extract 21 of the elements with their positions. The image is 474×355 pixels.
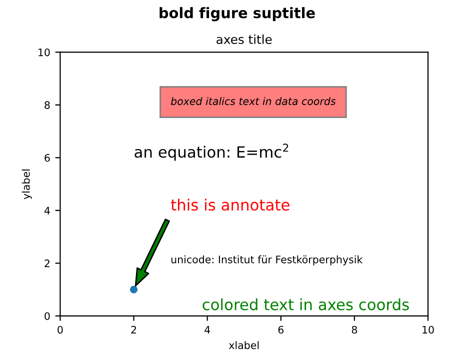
annotation: boxed italics text in data coords: [170, 97, 336, 106]
x-tick-label: 2: [131, 326, 136, 334]
annotation: unicode: Institut für Festkörperphysik: [171, 255, 363, 266]
x-tick-label: 6: [278, 326, 284, 334]
y-tick-label: 2: [44, 259, 50, 268]
chart-title: bold figure suptitle: [160, 7, 315, 22]
y-axis-title: ylabel: [22, 170, 32, 200]
x-axis-title: xlabel: [228, 341, 259, 350]
x-tick-label: 10: [422, 326, 434, 334]
x-tick-label: 0: [58, 326, 63, 334]
x-tick-label: 4: [204, 326, 210, 334]
y-tick-label: 6: [44, 154, 50, 162]
y-tick-label: 10: [38, 48, 50, 56]
y-tick-label: 8: [44, 101, 50, 109]
y-tick-label: 0: [44, 312, 50, 320]
y-tick-label: 4: [44, 206, 50, 214]
annotation: an equation: E=mc$^{2}$: [134, 144, 288, 161]
annotation: this is annotate: [170, 198, 290, 211]
chart-subtitle: axes title: [216, 34, 272, 44]
annotation: colored text in axes coords: [202, 298, 409, 310]
x-tick-label: 8: [352, 326, 358, 334]
